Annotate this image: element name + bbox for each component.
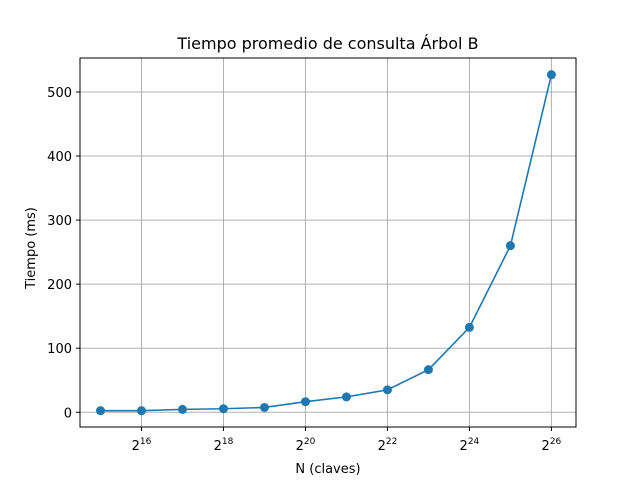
- y-tick-label: 500: [47, 86, 72, 101]
- x-tick-label: 224: [460, 437, 480, 454]
- x-tick-label: 220: [296, 437, 316, 454]
- y-axis-ticks: 0 100 200 300 400 500: [47, 86, 80, 421]
- y-tick-label: 100: [47, 342, 72, 357]
- data-point: [218, 404, 228, 414]
- grid: [80, 58, 576, 427]
- x-tick-label: 222: [378, 437, 398, 454]
- x-axis-label: N (claves): [295, 462, 360, 477]
- data-point: [136, 406, 146, 416]
- x-tick-label: 216: [132, 437, 152, 454]
- y-tick-label: 400: [47, 150, 72, 165]
- data-point: [423, 365, 433, 375]
- series-line: [100, 74, 553, 412]
- data-point: [546, 70, 556, 80]
- data-point: [464, 322, 474, 332]
- data-point: [177, 404, 187, 414]
- y-axis-label: Tiempo (ms): [24, 207, 39, 290]
- x-axis-ticks: 216 218 220 222 224 226: [132, 427, 562, 454]
- x-tick-label: 218: [214, 437, 234, 454]
- data-point: [341, 392, 351, 402]
- data-point: [259, 402, 269, 412]
- series-layer: [95, 70, 556, 416]
- y-tick-label: 300: [47, 214, 72, 229]
- x-tick-label: 226: [542, 437, 562, 454]
- data-point: [95, 406, 105, 416]
- data-point: [382, 385, 392, 395]
- chart-title: Tiempo promedio de consulta Árbol B: [176, 34, 478, 53]
- data-point: [300, 397, 310, 407]
- plot-frame: [79, 57, 577, 428]
- y-tick-label: 0: [64, 406, 72, 421]
- data-point: [505, 241, 515, 251]
- y-tick-label: 200: [47, 278, 72, 293]
